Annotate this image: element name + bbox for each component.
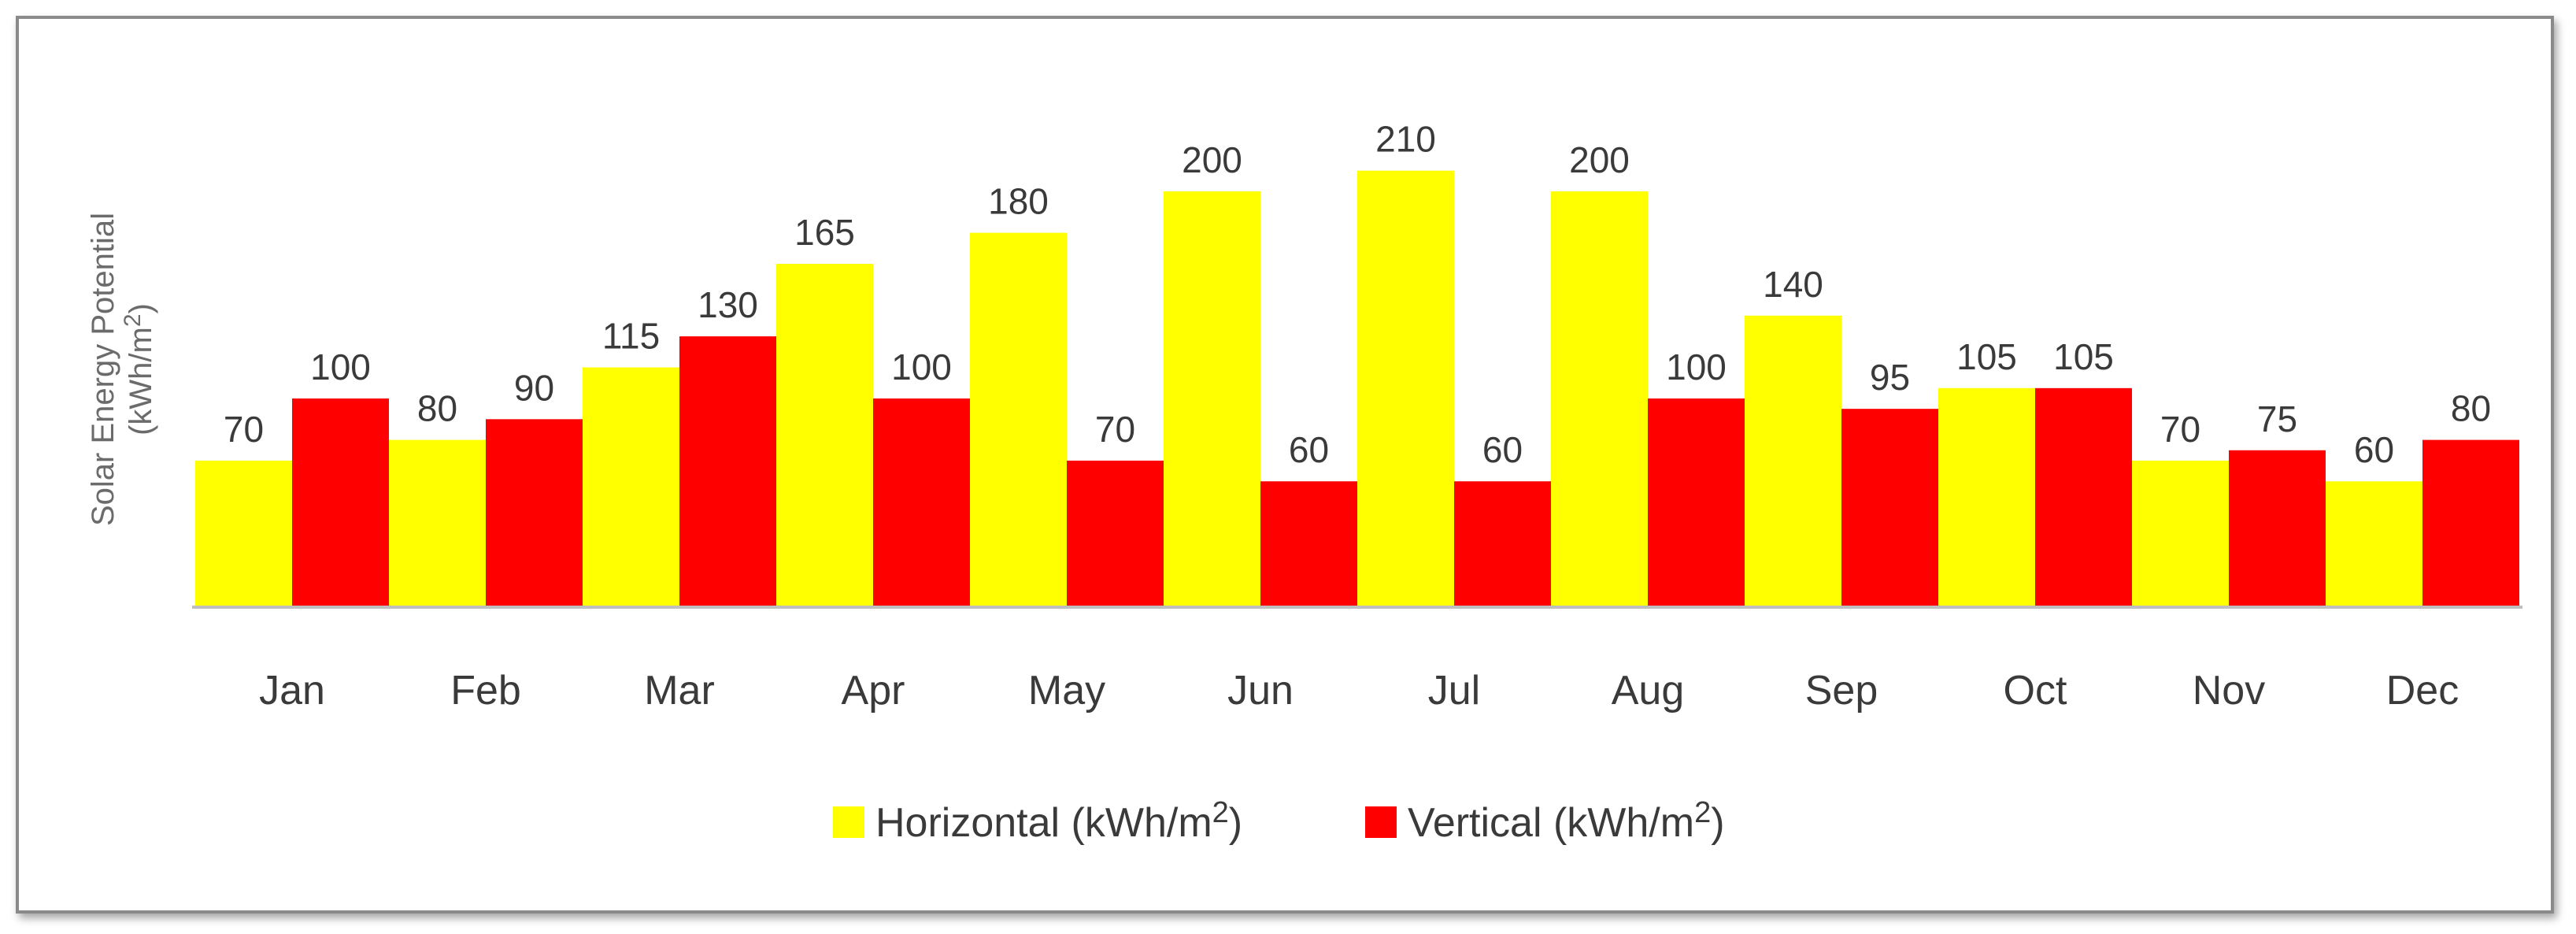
x-axis-tick-labels: Jan Feb Mar Apr May Jun Jul Aug Sep Oct Nov Dec bbox=[259, 668, 2459, 713]
x-tick-jan: Jan bbox=[259, 668, 325, 713]
data-label-horizontal-jul: 210 bbox=[1375, 119, 1436, 160]
data-label-vertical-nov: 75 bbox=[2257, 398, 2297, 439]
bar-vertical-apr bbox=[873, 398, 970, 606]
legend-swatch-horizontal bbox=[833, 806, 864, 838]
data-label-vertical-oct: 105 bbox=[2053, 336, 2114, 377]
y-axis-title: Solar Energy Potential (kWh/m2) bbox=[86, 213, 158, 526]
data-labels-layer: 70 100 80 90 115 130 165 100 180 70 200 60 210 60 200 1… bbox=[224, 119, 2491, 471]
x-tick-aug: Aug bbox=[1612, 668, 1685, 713]
x-tick-feb: Feb bbox=[450, 668, 521, 713]
x-tick-dec: Dec bbox=[2386, 668, 2459, 713]
data-label-horizontal-jan: 70 bbox=[224, 409, 264, 450]
bar-horizontal-dec bbox=[2326, 481, 2422, 606]
bar-vertical-jan bbox=[292, 398, 389, 606]
bar-vertical-aug bbox=[1648, 398, 1745, 606]
legend-swatch-vertical bbox=[1365, 806, 1397, 838]
bar-horizontal-nov bbox=[2132, 460, 2229, 606]
y-axis-title-line1: Solar Energy Potential bbox=[86, 213, 120, 526]
data-label-vertical-aug: 100 bbox=[1666, 347, 1727, 387]
bar-horizontal-jan bbox=[195, 460, 292, 606]
bar-vertical-feb bbox=[486, 419, 583, 606]
bar-vertical-sep bbox=[1841, 409, 1938, 606]
data-label-vertical-sep: 95 bbox=[1870, 357, 1910, 398]
x-tick-mar: Mar bbox=[644, 668, 715, 713]
chart-frame: Solar Energy Potential (kWh/m2) 70 100 80 9… bbox=[16, 16, 2554, 914]
bar-vertical-dec bbox=[2422, 439, 2519, 606]
bars-layer bbox=[195, 170, 2519, 606]
bar-horizontal-mar bbox=[583, 367, 679, 606]
bar-vertical-mar bbox=[679, 336, 776, 606]
data-label-horizontal-aug: 200 bbox=[1569, 139, 1630, 180]
x-tick-jun: Jun bbox=[1227, 668, 1294, 713]
x-tick-may: May bbox=[1028, 668, 1105, 713]
data-label-horizontal-dec: 60 bbox=[2354, 429, 2394, 470]
data-label-horizontal-nov: 70 bbox=[2160, 409, 2200, 450]
data-label-horizontal-sep: 140 bbox=[1763, 264, 1823, 305]
bar-vertical-jun bbox=[1260, 481, 1357, 606]
data-label-vertical-dec: 80 bbox=[2451, 388, 2491, 429]
x-tick-apr: Apr bbox=[842, 668, 905, 713]
bar-horizontal-may bbox=[970, 232, 1067, 606]
bar-chart: Solar Energy Potential (kWh/m2) 70 100 80 9… bbox=[86, 119, 2522, 846]
legend: Horizontal (kWh/m2) Vertical (kWh/m2) bbox=[833, 796, 1725, 846]
data-label-vertical-may: 70 bbox=[1095, 409, 1135, 450]
bar-horizontal-aug bbox=[1551, 191, 1648, 606]
bar-horizontal-oct bbox=[1938, 387, 2035, 606]
x-tick-jul: Jul bbox=[1428, 668, 1480, 713]
data-label-horizontal-mar: 115 bbox=[602, 316, 660, 357]
data-label-horizontal-oct: 105 bbox=[1956, 336, 2017, 377]
data-label-vertical-feb: 90 bbox=[514, 367, 554, 408]
data-label-horizontal-jun: 200 bbox=[1182, 139, 1242, 180]
y-axis-title-line2: (kWh/m2) bbox=[120, 303, 158, 435]
data-label-vertical-mar: 130 bbox=[698, 284, 758, 325]
x-tick-oct: Oct bbox=[2004, 668, 2067, 713]
legend-label-vertical: Vertical (kWh/m2) bbox=[1408, 796, 1725, 846]
bar-vertical-nov bbox=[2229, 450, 2326, 606]
x-tick-nov: Nov bbox=[2193, 668, 2265, 713]
bar-horizontal-jun bbox=[1164, 191, 1260, 606]
data-label-horizontal-feb: 80 bbox=[417, 388, 457, 429]
data-label-vertical-jan: 100 bbox=[310, 347, 371, 387]
bar-vertical-jul bbox=[1454, 481, 1551, 606]
legend-label-horizontal: Horizontal (kWh/m2) bbox=[875, 796, 1242, 846]
data-label-horizontal-may: 180 bbox=[988, 181, 1049, 222]
bar-vertical-may bbox=[1067, 460, 1164, 606]
data-label-horizontal-apr: 165 bbox=[794, 212, 855, 253]
bar-vertical-oct bbox=[2035, 387, 2132, 606]
data-label-vertical-jul: 60 bbox=[1482, 429, 1523, 470]
bar-horizontal-jul bbox=[1357, 170, 1454, 606]
x-tick-sep: Sep bbox=[1805, 668, 1878, 713]
data-label-vertical-apr: 100 bbox=[891, 347, 952, 387]
bar-horizontal-sep bbox=[1745, 315, 1841, 606]
bar-horizontal-feb bbox=[389, 439, 486, 606]
data-label-vertical-jun: 60 bbox=[1289, 429, 1329, 470]
bar-horizontal-apr bbox=[776, 264, 873, 606]
